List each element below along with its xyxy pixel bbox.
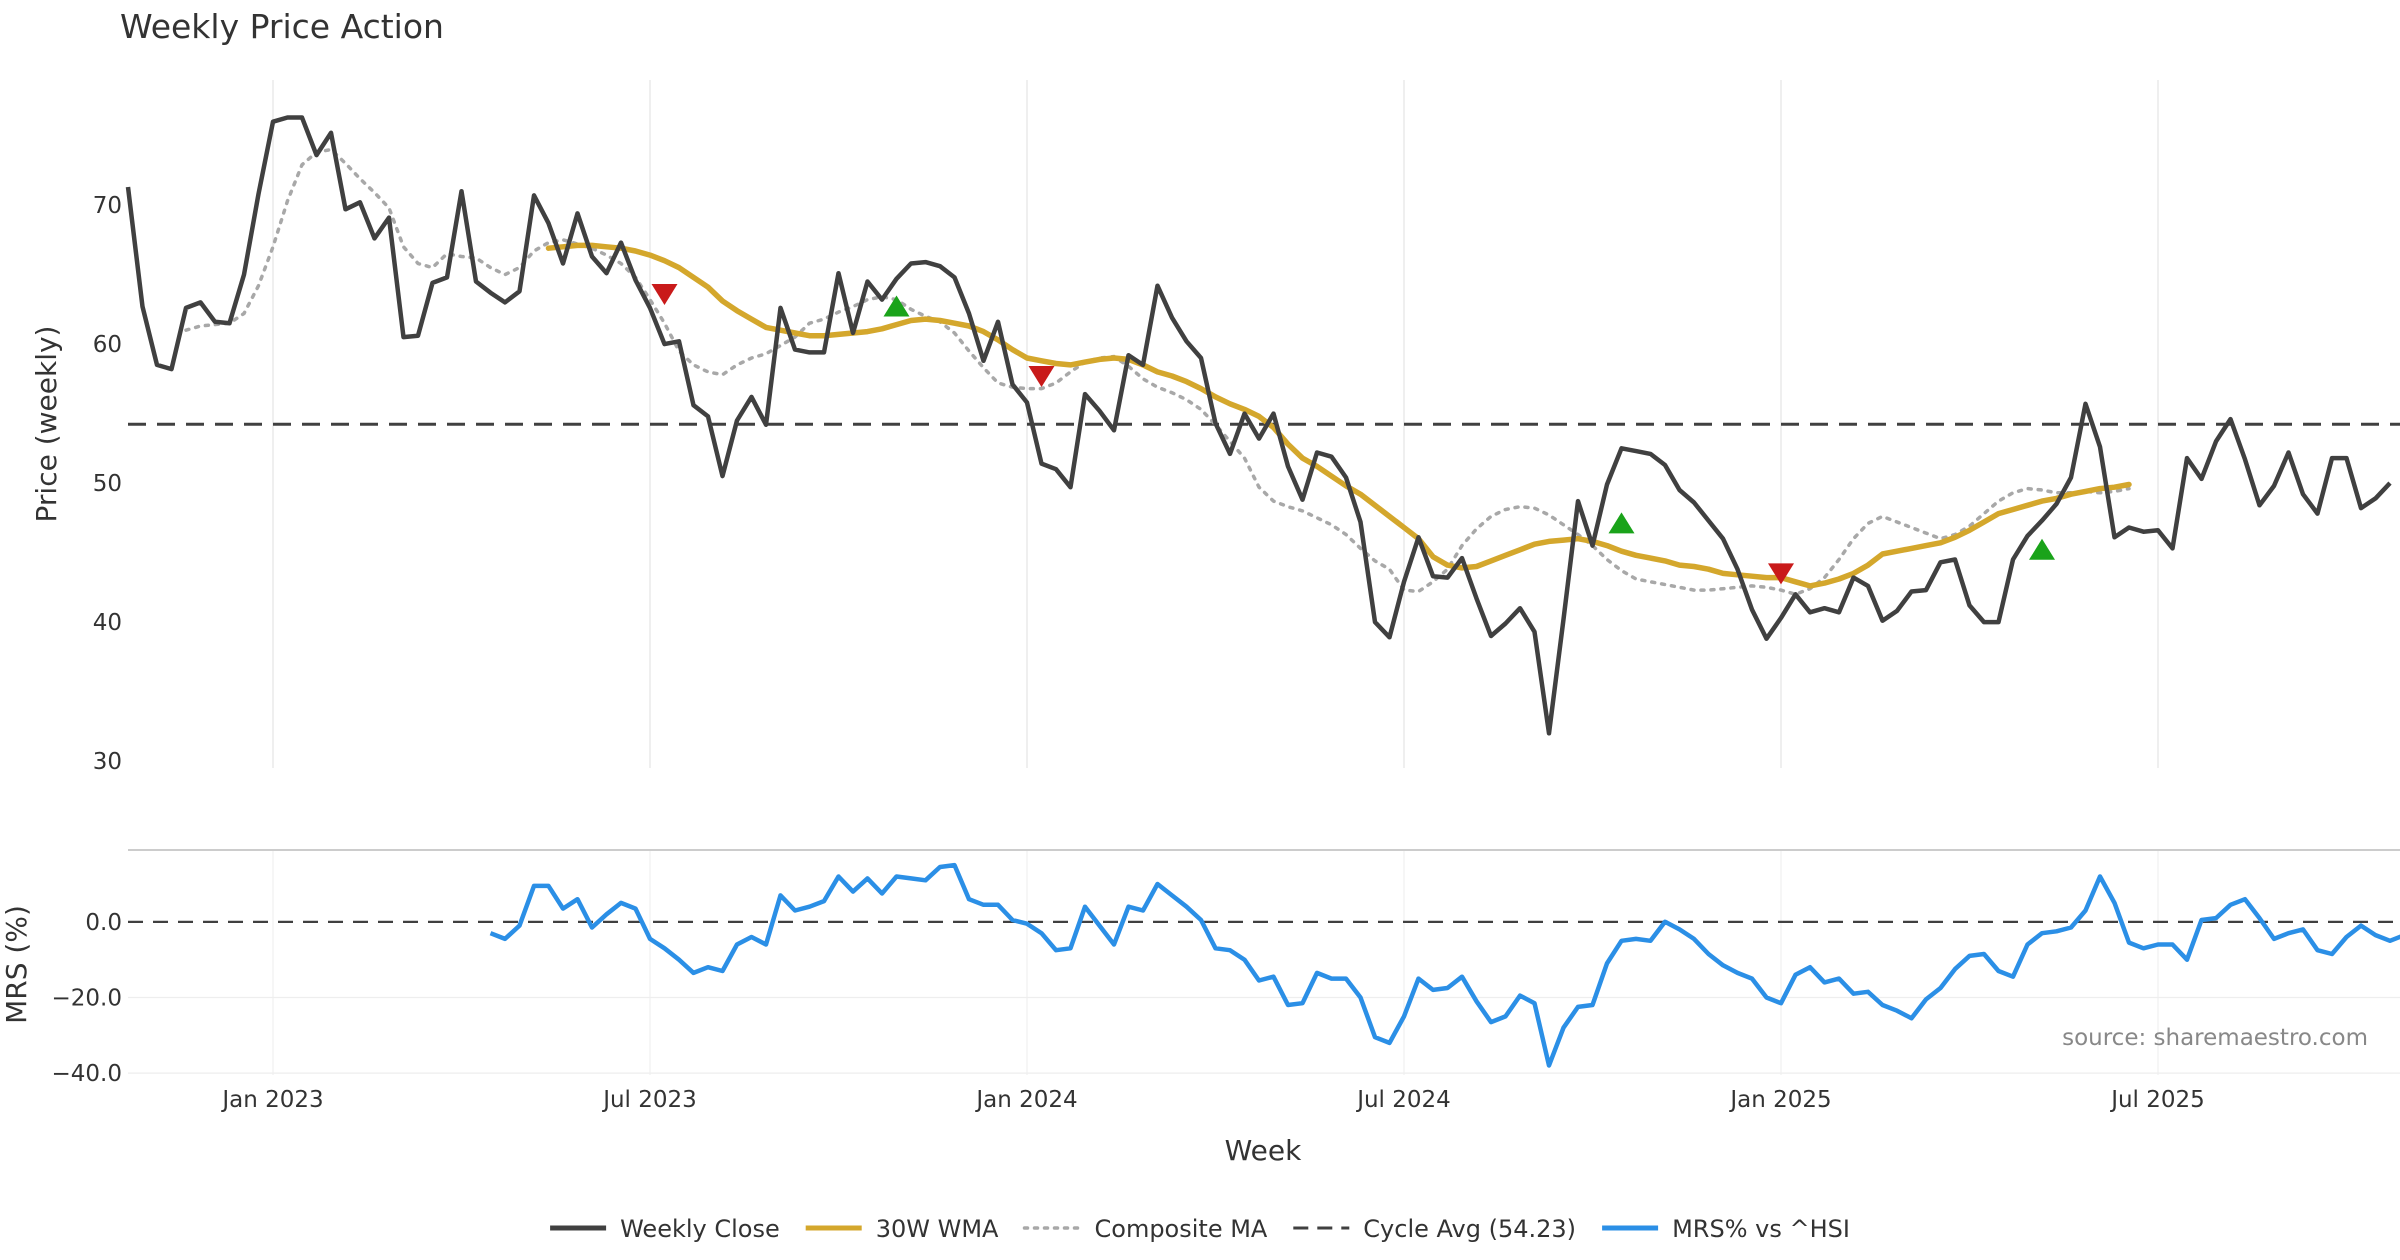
legend-item: Cycle Avg (54.23) bbox=[1293, 1215, 1576, 1243]
legend-label: MRS% vs ^HSI bbox=[1672, 1215, 1850, 1243]
legend: Weekly Close 30W WMA Composite MA Cycle Avg… bbox=[550, 1215, 1850, 1243]
chart-title: Weekly Price Action bbox=[120, 7, 444, 46]
x-axis-label: Week bbox=[1225, 1134, 1302, 1167]
mrs-series bbox=[489, 862, 2400, 1068]
legend-label: Weekly Close bbox=[620, 1215, 780, 1243]
price-y-label: Price (weekly) bbox=[30, 326, 63, 523]
buy-signal-marker bbox=[1608, 512, 1635, 534]
x-tick-label: Jan 2023 bbox=[220, 1087, 323, 1113]
wma-30w-series bbox=[545, 242, 2132, 589]
sell-signal-marker bbox=[651, 284, 678, 306]
buy-signal-marker bbox=[883, 295, 910, 317]
legend-item: Weekly Close bbox=[550, 1215, 780, 1243]
mrs-y-tick: −20.0 bbox=[52, 985, 122, 1011]
price-y-tick: 30 bbox=[93, 749, 122, 775]
mrs-y-tick: 0.0 bbox=[85, 910, 122, 936]
x-tick-label: Jan 2025 bbox=[1728, 1087, 1831, 1113]
legend-item: 30W WMA bbox=[805, 1215, 999, 1243]
x-tick-label: Jul 2023 bbox=[601, 1087, 697, 1113]
price-y-tick: 60 bbox=[93, 332, 122, 358]
buy-signal-marker bbox=[2029, 538, 2055, 560]
legend-label: Cycle Avg (54.23) bbox=[1363, 1215, 1576, 1243]
sell-signal-marker bbox=[1028, 366, 1055, 388]
legend-item: Composite MA bbox=[1022, 1215, 1268, 1243]
price-y-tick: 50 bbox=[93, 471, 122, 497]
price-y-tick: 70 bbox=[93, 193, 122, 219]
x-axis: Jan 2023 Jul 2023 Jan 2024 Jul 2024 Jan 2025… bbox=[220, 1087, 2204, 1113]
price-y-tick: 40 bbox=[93, 610, 122, 636]
mrs-panel: 0.0 −20.0 −40.0 MRS (%) bbox=[0, 849, 2400, 1087]
price-panel: 30 40 50 60 70 Price (weekly) bbox=[30, 80, 2400, 775]
legend-label: Composite MA bbox=[1095, 1215, 1268, 1243]
legend-label: 30W WMA bbox=[876, 1215, 999, 1243]
x-tick-label: Jul 2024 bbox=[1355, 1087, 1451, 1113]
weekly-close-series bbox=[125, 115, 2392, 736]
x-tick-label: Jul 2025 bbox=[2109, 1087, 2205, 1113]
sell-signal-marker bbox=[1768, 563, 1794, 585]
x-tick-label: Jan 2024 bbox=[974, 1087, 1077, 1113]
source-credit: source: sharemaestro.com bbox=[2062, 1025, 2368, 1051]
mrs-y-tick: −40.0 bbox=[52, 1061, 122, 1087]
legend-item: MRS% vs ^HSI bbox=[1602, 1215, 1850, 1243]
mrs-y-label: MRS (%) bbox=[0, 905, 33, 1024]
